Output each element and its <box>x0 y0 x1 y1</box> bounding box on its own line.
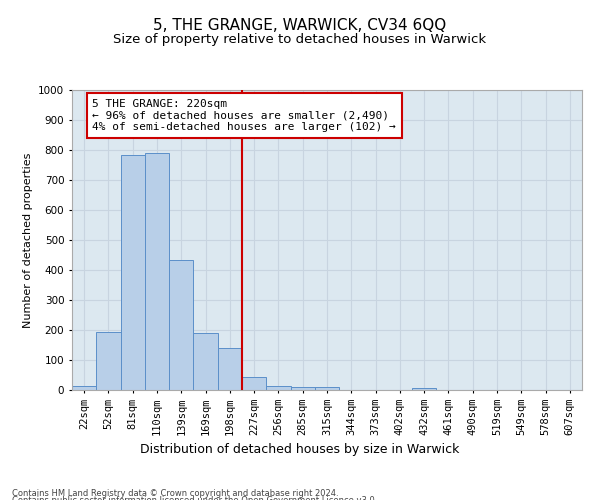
Bar <box>266 386 290 390</box>
Bar <box>145 153 169 390</box>
Bar <box>315 387 339 390</box>
Bar <box>290 387 315 390</box>
Bar <box>412 388 436 390</box>
Text: 5 THE GRANGE: 220sqm
← 96% of detached houses are smaller (2,490)
4% of semi-det: 5 THE GRANGE: 220sqm ← 96% of detached h… <box>92 99 396 132</box>
Text: Contains public sector information licensed under the Open Government Licence v3: Contains public sector information licen… <box>12 496 377 500</box>
Bar <box>96 332 121 390</box>
Bar <box>121 154 145 390</box>
Bar <box>218 348 242 390</box>
Bar <box>169 260 193 390</box>
Text: Distribution of detached houses by size in Warwick: Distribution of detached houses by size … <box>140 442 460 456</box>
Text: Contains HM Land Registry data © Crown copyright and database right 2024.: Contains HM Land Registry data © Crown c… <box>12 488 338 498</box>
Y-axis label: Number of detached properties: Number of detached properties <box>23 152 32 328</box>
Bar <box>193 333 218 390</box>
Bar <box>242 376 266 390</box>
Text: 5, THE GRANGE, WARWICK, CV34 6QQ: 5, THE GRANGE, WARWICK, CV34 6QQ <box>154 18 446 32</box>
Bar <box>72 386 96 390</box>
Text: Size of property relative to detached houses in Warwick: Size of property relative to detached ho… <box>113 32 487 46</box>
